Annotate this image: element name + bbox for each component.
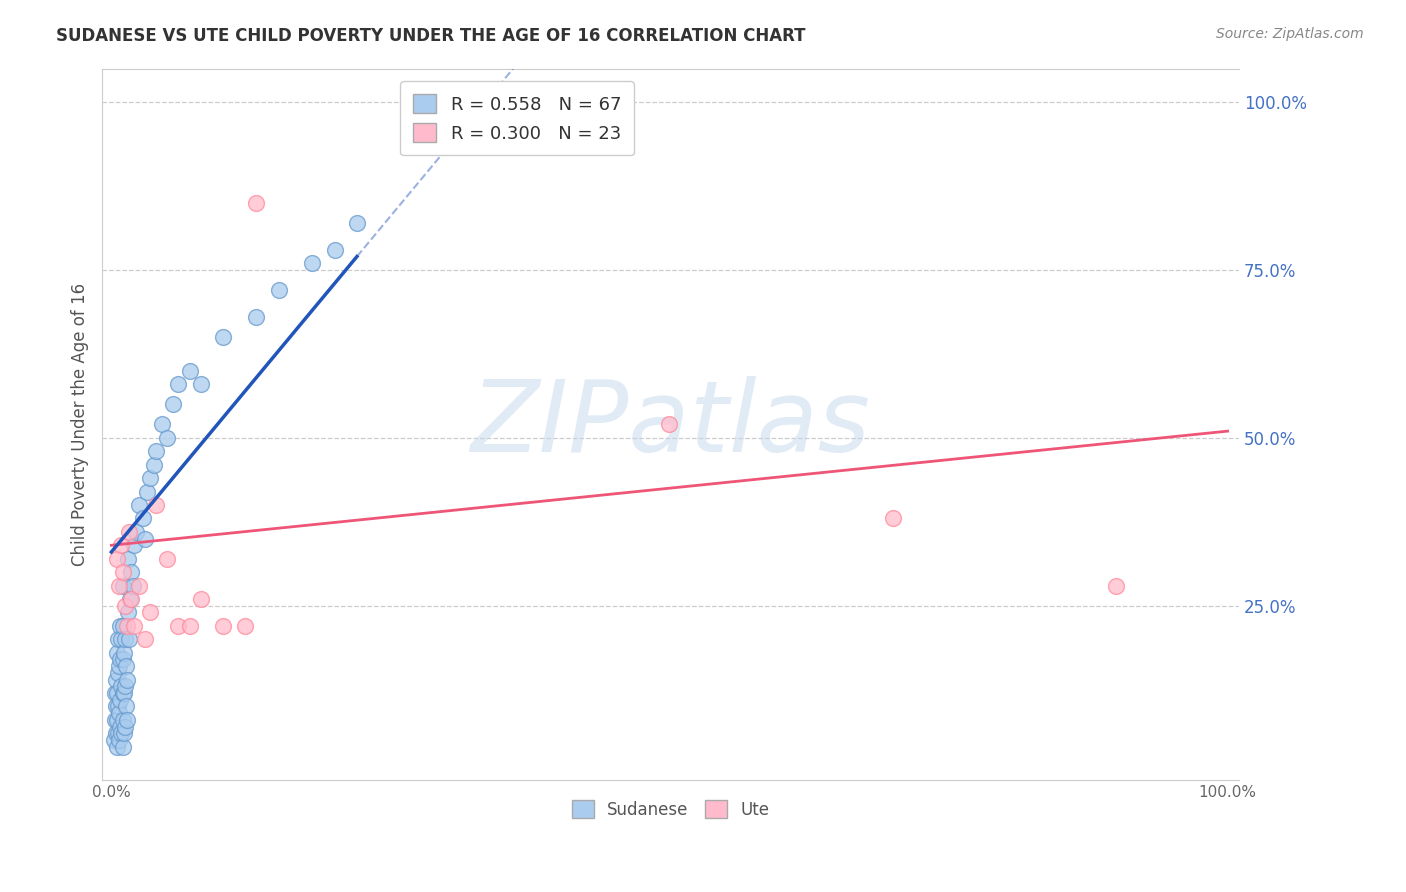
Point — [120, 592, 142, 607]
Point — [121, 578, 143, 592]
Point — [145, 444, 167, 458]
Point — [110, 632, 132, 647]
Y-axis label: Child Poverty Under the Age of 16: Child Poverty Under the Age of 16 — [72, 283, 89, 566]
Point — [104, 673, 127, 687]
Point — [110, 692, 132, 706]
Point — [128, 578, 150, 592]
Point — [105, 739, 128, 754]
Text: Source: ZipAtlas.com: Source: ZipAtlas.com — [1216, 27, 1364, 41]
Point — [112, 726, 135, 740]
Point — [104, 699, 127, 714]
Point — [136, 484, 159, 499]
Point — [114, 679, 136, 693]
Point — [117, 606, 139, 620]
Point — [118, 524, 141, 539]
Point — [104, 686, 127, 700]
Point — [111, 578, 134, 592]
Point — [105, 646, 128, 660]
Point — [103, 733, 125, 747]
Point — [167, 377, 190, 392]
Point — [150, 417, 173, 432]
Point — [120, 592, 142, 607]
Point — [117, 551, 139, 566]
Point — [105, 551, 128, 566]
Point — [128, 498, 150, 512]
Point — [323, 243, 346, 257]
Point — [110, 538, 132, 552]
Point — [179, 364, 201, 378]
Point — [179, 619, 201, 633]
Point — [346, 216, 368, 230]
Point — [145, 498, 167, 512]
Point — [139, 471, 162, 485]
Point — [212, 330, 235, 344]
Point — [115, 659, 138, 673]
Point — [882, 511, 904, 525]
Point — [658, 417, 681, 432]
Point — [111, 652, 134, 666]
Point — [115, 699, 138, 714]
Point — [105, 686, 128, 700]
Point — [104, 726, 127, 740]
Point — [111, 713, 134, 727]
Point — [114, 632, 136, 647]
Point — [156, 551, 179, 566]
Point — [107, 632, 129, 647]
Point — [190, 377, 212, 392]
Point — [134, 532, 156, 546]
Point — [115, 619, 138, 633]
Point — [167, 619, 190, 633]
Point — [112, 686, 135, 700]
Point — [156, 431, 179, 445]
Point — [245, 310, 267, 324]
Point — [122, 619, 145, 633]
Point — [111, 565, 134, 579]
Point — [142, 458, 165, 472]
Point — [104, 713, 127, 727]
Point — [111, 686, 134, 700]
Point — [108, 659, 131, 673]
Point — [112, 646, 135, 660]
Point — [115, 713, 138, 727]
Point — [107, 699, 129, 714]
Point — [108, 706, 131, 720]
Point — [108, 578, 131, 592]
Point — [162, 397, 184, 411]
Point — [245, 195, 267, 210]
Point — [301, 256, 323, 270]
Point — [134, 632, 156, 647]
Point — [107, 726, 129, 740]
Point — [108, 733, 131, 747]
Text: ZIPatlas: ZIPatlas — [471, 376, 870, 473]
Point — [267, 283, 290, 297]
Point — [125, 524, 148, 539]
Legend: Sudanese, Ute: Sudanese, Ute — [565, 793, 776, 825]
Point — [110, 652, 132, 666]
Point — [107, 665, 129, 680]
Point — [111, 739, 134, 754]
Point — [233, 619, 256, 633]
Point — [212, 619, 235, 633]
Text: SUDANESE VS UTE CHILD POVERTY UNDER THE AGE OF 16 CORRELATION CHART: SUDANESE VS UTE CHILD POVERTY UNDER THE … — [56, 27, 806, 45]
Point — [114, 599, 136, 613]
Point — [105, 713, 128, 727]
Point — [139, 606, 162, 620]
Point — [190, 592, 212, 607]
Point — [110, 720, 132, 734]
Point — [131, 511, 153, 525]
Point — [114, 720, 136, 734]
Point — [110, 679, 132, 693]
Point — [110, 726, 132, 740]
Point — [122, 538, 145, 552]
Point — [115, 673, 138, 687]
Point — [118, 632, 141, 647]
Point — [1105, 578, 1128, 592]
Point — [111, 619, 134, 633]
Point — [110, 619, 132, 633]
Point — [120, 565, 142, 579]
